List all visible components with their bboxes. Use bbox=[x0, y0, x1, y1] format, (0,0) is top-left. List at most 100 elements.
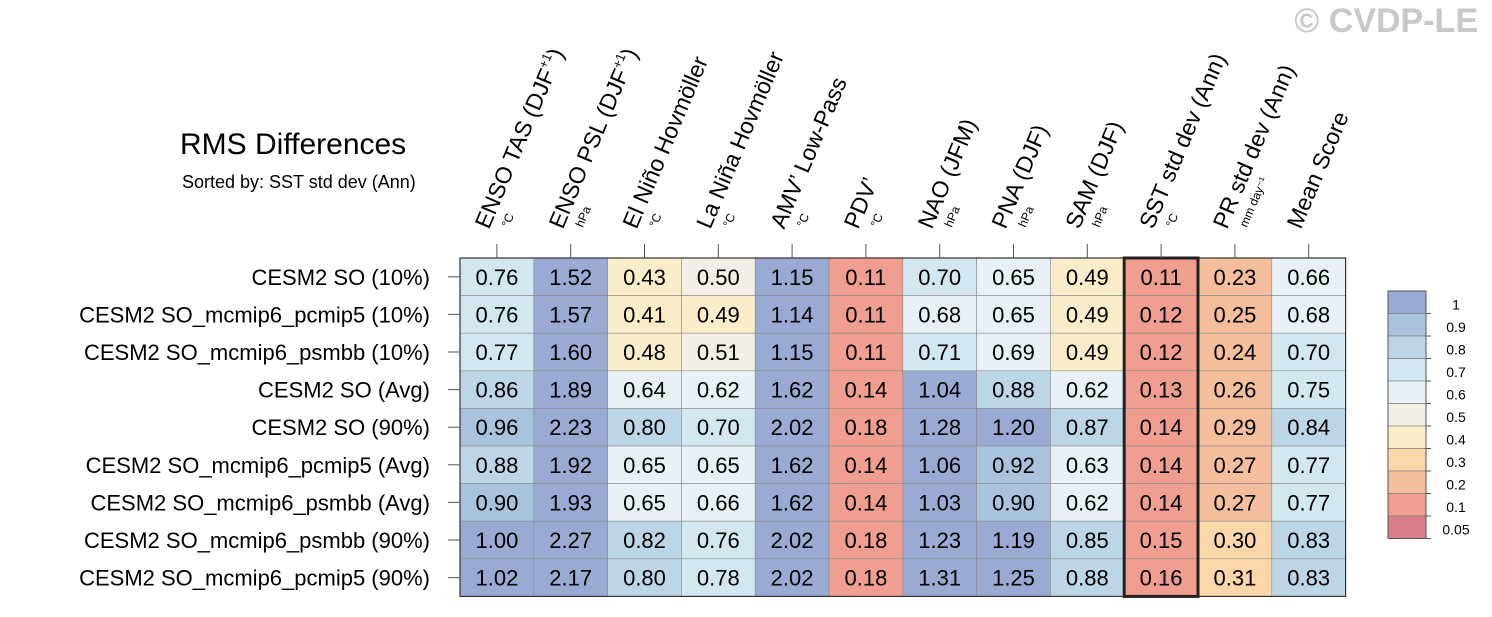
cell-value-label: 0.27 bbox=[1213, 453, 1256, 478]
cell-value-label: 0.49 bbox=[1066, 302, 1109, 327]
column-unit-group: °C bbox=[720, 211, 738, 229]
cell-value-label: 0.76 bbox=[475, 265, 518, 290]
cell-value-label: 0.50 bbox=[697, 265, 740, 290]
row-label: CESM2 SO (Avg) bbox=[258, 378, 430, 403]
heatmap-cell bbox=[681, 408, 756, 447]
cell-value-label: 1.06 bbox=[918, 453, 961, 478]
heatmap-cell bbox=[828, 445, 904, 484]
heatmap-cell bbox=[1271, 295, 1346, 334]
heatmap-cell bbox=[1197, 370, 1273, 409]
cell-value-label: 0.43 bbox=[623, 265, 666, 290]
column-unit-label: °C bbox=[499, 211, 517, 229]
heatmap-cell bbox=[1050, 370, 1125, 409]
row-label: CESM2 SO_mcmip6_pcmip5 (Avg) bbox=[86, 453, 430, 478]
chart-title: RMS Differences bbox=[180, 128, 407, 161]
colorbar-label: 0.6 bbox=[1446, 387, 1466, 403]
cell-value-label: 1.20 bbox=[992, 415, 1035, 440]
colorbar-swatch bbox=[1387, 335, 1427, 359]
cell-value-label: 1.00 bbox=[475, 528, 518, 553]
heatmap-cell bbox=[459, 445, 535, 484]
heatmap-cell bbox=[1123, 332, 1199, 372]
cell-value-label: 1.03 bbox=[918, 490, 961, 515]
row-label: CESM2 SO (90%) bbox=[252, 415, 431, 440]
cell-value-label: 0.63 bbox=[1066, 453, 1109, 478]
cell-value-label: 0.49 bbox=[1066, 340, 1109, 365]
cell-value-label: 0.14 bbox=[844, 378, 887, 403]
row-label: CESM2 SO_mcmip6_psmbb (90%) bbox=[84, 528, 430, 553]
cell-value-label: 0.15 bbox=[1140, 528, 1183, 553]
cell-value-label: 2.27 bbox=[549, 528, 592, 553]
heatmap-cell bbox=[1271, 408, 1346, 447]
cell-value-label: 0.49 bbox=[1066, 265, 1109, 290]
cell-value-label: 0.65 bbox=[697, 453, 740, 478]
cell-value-label: 0.77 bbox=[1287, 453, 1330, 478]
heatmap-cell bbox=[754, 408, 830, 447]
heatmap-cell bbox=[459, 295, 535, 334]
cell-value-label: 0.26 bbox=[1213, 378, 1256, 403]
colorbar-label: 1 bbox=[1452, 297, 1460, 313]
cell-value-label: 1.25 bbox=[992, 566, 1035, 591]
cell-value-label: 0.49 bbox=[697, 302, 740, 327]
heatmap-cell bbox=[459, 483, 535, 522]
heatmap-cell bbox=[1271, 520, 1346, 560]
heatmap-cell bbox=[607, 483, 682, 522]
heatmap-cell bbox=[681, 520, 756, 560]
heatmap-cell bbox=[1050, 520, 1125, 560]
column-unit-label: °C bbox=[1163, 211, 1181, 229]
watermark: © CVDP-LE bbox=[1294, 2, 1478, 40]
colorbar-label: 0.3 bbox=[1446, 454, 1466, 470]
heatmap-cell bbox=[1050, 483, 1125, 522]
heatmap-cell bbox=[754, 483, 830, 522]
heatmap-cell bbox=[1197, 483, 1273, 522]
cell-value-label: 0.14 bbox=[1140, 490, 1183, 515]
cell-value-label: 1.15 bbox=[771, 265, 814, 290]
column-label: AMV’ Low-Pass bbox=[765, 73, 852, 232]
colorbar-label: 0.7 bbox=[1446, 364, 1466, 380]
heatmap-cell bbox=[976, 257, 1051, 296]
colorbar-label: 0.05 bbox=[1442, 522, 1469, 538]
heatmap-cell bbox=[828, 520, 904, 560]
cell-value-label: 0.75 bbox=[1287, 378, 1330, 403]
heatmap-cell bbox=[976, 408, 1051, 447]
cell-value-label: 0.83 bbox=[1287, 566, 1330, 591]
column-unit-group: °C bbox=[646, 211, 664, 229]
cell-value-label: 0.11 bbox=[845, 265, 886, 290]
cell-value-label: 0.11 bbox=[1141, 265, 1182, 290]
cell-value-label: 0.66 bbox=[697, 490, 740, 515]
heatmap-cell bbox=[902, 332, 977, 372]
heatmap-cell bbox=[533, 445, 608, 484]
heatmap-cell bbox=[533, 370, 608, 409]
cell-value-label: 0.12 bbox=[1140, 340, 1183, 365]
heatmap-cell bbox=[607, 370, 682, 409]
colorbar-label: 0.5 bbox=[1446, 409, 1466, 425]
cell-value-label: 2.17 bbox=[549, 566, 592, 591]
cell-value-label: 0.76 bbox=[697, 528, 740, 553]
cell-value-label: 2.02 bbox=[771, 528, 814, 553]
heatmap-cell bbox=[754, 520, 830, 560]
heatmap-cell bbox=[1123, 558, 1199, 597]
cell-value-label: 1.93 bbox=[549, 490, 592, 515]
cell-value-label: 1.15 bbox=[771, 340, 814, 365]
heatmap-cell bbox=[1197, 445, 1273, 484]
heatmap-cell bbox=[1197, 295, 1273, 334]
row-label: CESM2 SO_mcmip6_psmbb (10%) bbox=[84, 340, 430, 365]
colorbar-swatch bbox=[1387, 313, 1427, 337]
cell-value-label: 0.62 bbox=[697, 378, 740, 403]
cell-value-label: 0.86 bbox=[475, 378, 518, 403]
colorbar-label: 0.4 bbox=[1446, 432, 1466, 448]
cell-value-label: 0.77 bbox=[475, 340, 518, 365]
row-label: CESM2 SO_mcmip6_pcmip5 (90%) bbox=[79, 566, 430, 591]
cell-value-label: 1.52 bbox=[549, 265, 592, 290]
heatmap-cell bbox=[459, 332, 535, 372]
column-label: Mean Score bbox=[1281, 108, 1353, 232]
cell-value-label: 1.28 bbox=[918, 415, 961, 440]
colorbar-label: 0.2 bbox=[1446, 477, 1466, 493]
heatmap-cell bbox=[902, 370, 977, 409]
heatmap-cell bbox=[681, 558, 756, 597]
cell-value-label: 0.65 bbox=[992, 265, 1035, 290]
cell-value-label: 0.87 bbox=[1066, 415, 1109, 440]
cell-value-label: 0.18 bbox=[844, 566, 887, 591]
cell-value-label: 1.62 bbox=[771, 490, 814, 515]
cell-value-label: 0.90 bbox=[475, 490, 518, 515]
